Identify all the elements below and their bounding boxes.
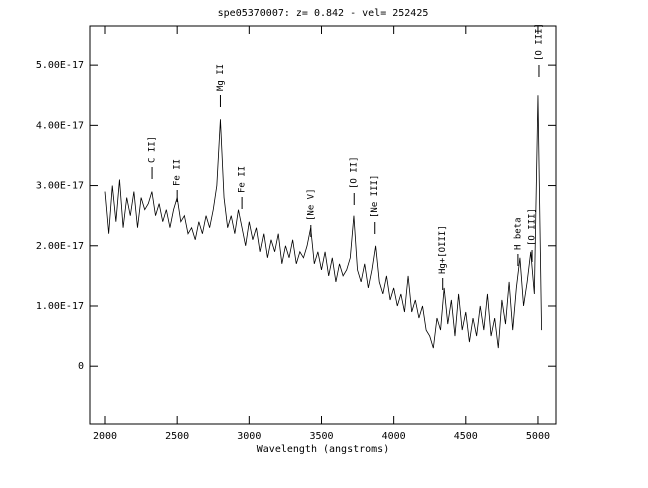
x-tick-label: 4500: [454, 431, 478, 442]
annotation-label: [Ne V]: [306, 188, 316, 221]
y-tick-label: 1.00E-17: [36, 301, 84, 312]
annotation-label: Fe II: [173, 159, 183, 186]
x-axis-label: Wavelength (angstroms): [257, 444, 389, 455]
x-tick-label: 3500: [309, 431, 333, 442]
x-tick-label: 2500: [165, 431, 189, 442]
x-tick-label: 2000: [93, 431, 117, 442]
annotation-label: Hg+[OIII]: [438, 225, 448, 274]
x-tick-label: 5000: [526, 431, 550, 442]
annotation-label: [Ne III]: [370, 175, 380, 218]
y-tick-label: 2.00E-17: [36, 241, 84, 252]
y-tick-label: 5.00E-17: [36, 60, 84, 71]
y-tick-label: 4.00E-17: [36, 120, 84, 131]
annotation-label: [O II]: [350, 156, 360, 189]
x-tick-label: 4000: [382, 431, 406, 442]
y-tick-label: 0: [78, 361, 84, 372]
plot-frame: [89, 25, 557, 425]
x-tick-label: 3000: [237, 431, 261, 442]
annotation-label: H beta: [513, 217, 523, 250]
annotation-label: [O III]: [534, 23, 544, 61]
annotation-label: [O III]: [528, 208, 538, 246]
annotation-label: Fe II: [238, 166, 248, 193]
annotation-label: C II]: [148, 136, 158, 163]
annotation-label: Mg II: [216, 64, 226, 91]
spectrum-line: [104, 95, 542, 349]
y-tick-label: 3.00E-17: [36, 181, 84, 192]
chart-title: spe05370007: z= 0.842 - vel= 252425: [218, 8, 429, 19]
